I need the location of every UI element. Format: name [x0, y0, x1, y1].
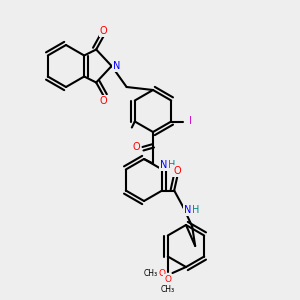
- Text: O: O: [100, 95, 107, 106]
- Text: CH₃: CH₃: [144, 269, 158, 278]
- Text: O: O: [158, 268, 166, 278]
- Text: I: I: [189, 116, 192, 127]
- Text: N: N: [113, 61, 121, 71]
- Text: O: O: [164, 274, 171, 284]
- Text: CH₃: CH₃: [161, 285, 175, 294]
- Text: O: O: [100, 26, 107, 37]
- Text: O: O: [133, 142, 140, 152]
- Text: N: N: [184, 205, 191, 215]
- Text: O: O: [173, 166, 181, 176]
- Text: H: H: [168, 160, 175, 170]
- Text: H: H: [192, 205, 200, 215]
- Text: N: N: [160, 160, 167, 170]
